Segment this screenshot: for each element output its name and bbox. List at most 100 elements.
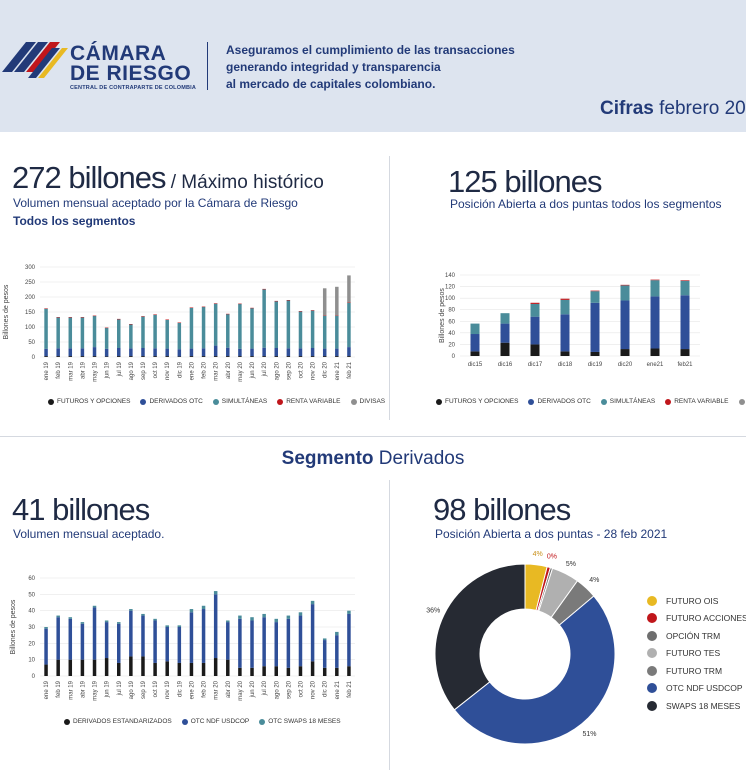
volume-value: 272 billones — [12, 160, 166, 195]
legend-item: DERIVADOS OTC — [140, 398, 203, 405]
bar-segment — [56, 348, 60, 357]
bar-segment — [92, 605, 97, 608]
bar-segment — [189, 612, 194, 663]
legend-label: FUTURO ACCIONES — [666, 613, 746, 624]
bar-segment — [44, 627, 48, 629]
bar-segment — [274, 300, 278, 302]
bar-segment — [680, 280, 690, 281]
bar-segment — [189, 307, 194, 308]
x-tick-label: abr 20 — [226, 680, 232, 698]
bar-segment — [177, 356, 182, 357]
x-tick-label: oct 19 — [153, 680, 159, 697]
volume-subtitle: Volumen mensual aceptado por la Cámara d… — [13, 196, 298, 210]
x-tick-label: may 20 — [238, 680, 244, 700]
tagline-line: generando integridad y transparencia — [226, 60, 441, 74]
bar-segment — [80, 623, 85, 660]
x-tick-label: dic 19 — [177, 680, 183, 697]
bar-segment — [310, 600, 315, 605]
bar-segment — [177, 349, 182, 357]
bar-segment — [310, 356, 315, 357]
bar-segment — [44, 308, 48, 309]
bar-segment — [500, 313, 510, 324]
bar-segment — [129, 356, 133, 357]
bar-segment — [238, 667, 242, 676]
bar-segment — [560, 351, 570, 356]
bar-segment — [80, 356, 85, 357]
y-tick-label: 60 — [448, 319, 455, 325]
bar-segment — [56, 317, 60, 318]
bar-segment — [274, 618, 278, 623]
bar-segment — [80, 659, 85, 676]
bar-segment — [226, 314, 230, 348]
bar-segment — [92, 315, 97, 348]
bar-segment — [238, 303, 242, 349]
legend-label: SWAPS 18 MESES — [666, 700, 741, 711]
x-tick-label: dic 19 — [177, 361, 183, 378]
tagline-line: Aseguramos el cumplimiento de las transa… — [226, 43, 515, 57]
cifras-date: febrero 20 — [653, 98, 746, 119]
bar-segment — [470, 334, 480, 352]
y-tick-label: 250 — [25, 280, 36, 286]
bar-segment — [347, 302, 351, 303]
x-tick-label: sep 20 — [286, 680, 292, 699]
bar-segment — [298, 348, 303, 357]
bar-segment — [68, 317, 73, 349]
bar-segment — [117, 356, 121, 357]
bar-segment — [68, 356, 73, 357]
y-tick-label: 50 — [28, 592, 35, 598]
legend-item: SIMULTÁNEAS — [212, 398, 267, 405]
bar-segment — [530, 344, 540, 356]
divider-middle — [0, 436, 746, 437]
bar-segment — [680, 280, 690, 296]
bar-segment — [213, 303, 218, 346]
legend-open: FUTUROS Y OPCIONES DERIVADOS OTC SIMULTÁNE… — [436, 398, 746, 405]
legend-swatch — [528, 398, 535, 405]
legend-label: SIMULTÁNEAS — [609, 398, 656, 405]
bar-segment — [92, 607, 97, 660]
bar-segment — [226, 313, 230, 315]
bar-segment — [44, 308, 48, 349]
y-tick-label: 80 — [448, 308, 455, 314]
bar-segment — [262, 356, 266, 357]
bar-segment — [298, 311, 303, 349]
bar-segment — [298, 311, 303, 312]
x-tick-label: jun 20 — [250, 361, 256, 379]
bar-segment — [104, 620, 109, 623]
bar-segment — [286, 300, 291, 349]
legend-item: SIMULTÁNEAS — [600, 398, 656, 405]
bar-segment — [141, 613, 145, 616]
bar-segment — [104, 327, 109, 349]
bar-segment — [104, 348, 109, 357]
bar-segment — [177, 662, 182, 676]
bar-segment — [590, 351, 600, 356]
bar-segment — [117, 622, 121, 624]
y-tick-label: 0 — [32, 674, 36, 680]
bar-segment — [250, 356, 254, 357]
bar-segment — [201, 348, 206, 357]
legend-label: OTC SWAPS 18 MESES — [268, 718, 341, 725]
legend-item: FUTURO TRM — [647, 662, 746, 680]
bar-segment — [226, 659, 230, 676]
bar-segment — [274, 348, 278, 357]
bar-segment — [560, 299, 570, 315]
bar-segment — [262, 613, 266, 618]
bar-segment — [153, 620, 157, 663]
x-tick-label: dic20 — [618, 362, 633, 368]
donut-label: 36% — [426, 608, 440, 615]
bar-segment — [680, 349, 690, 356]
x-tick-label: ene 19 — [44, 361, 50, 380]
bar-segment — [250, 667, 254, 676]
x-tick-label: feb 19 — [56, 361, 62, 378]
bar-segment — [286, 300, 291, 301]
bar-segment — [590, 290, 600, 292]
bar-segment — [335, 315, 339, 316]
tagline: Aseguramos el cumplimiento de las transa… — [226, 42, 515, 93]
bar-segment — [201, 662, 206, 676]
chart-open-position: 0 20 40 60 80 100 120 140 Billones de pesos dic15… — [439, 273, 700, 368]
bar-segment — [177, 322, 182, 350]
legend-swatch — [212, 398, 219, 405]
bar-segment — [310, 661, 315, 676]
legend-item: RENTA VARIABLE — [277, 398, 341, 405]
bar-segment — [298, 666, 303, 676]
legend-donut: FUTURO OIS FUTURO ACCIONES OPCIÓN TRM FUTUR… — [647, 592, 746, 715]
